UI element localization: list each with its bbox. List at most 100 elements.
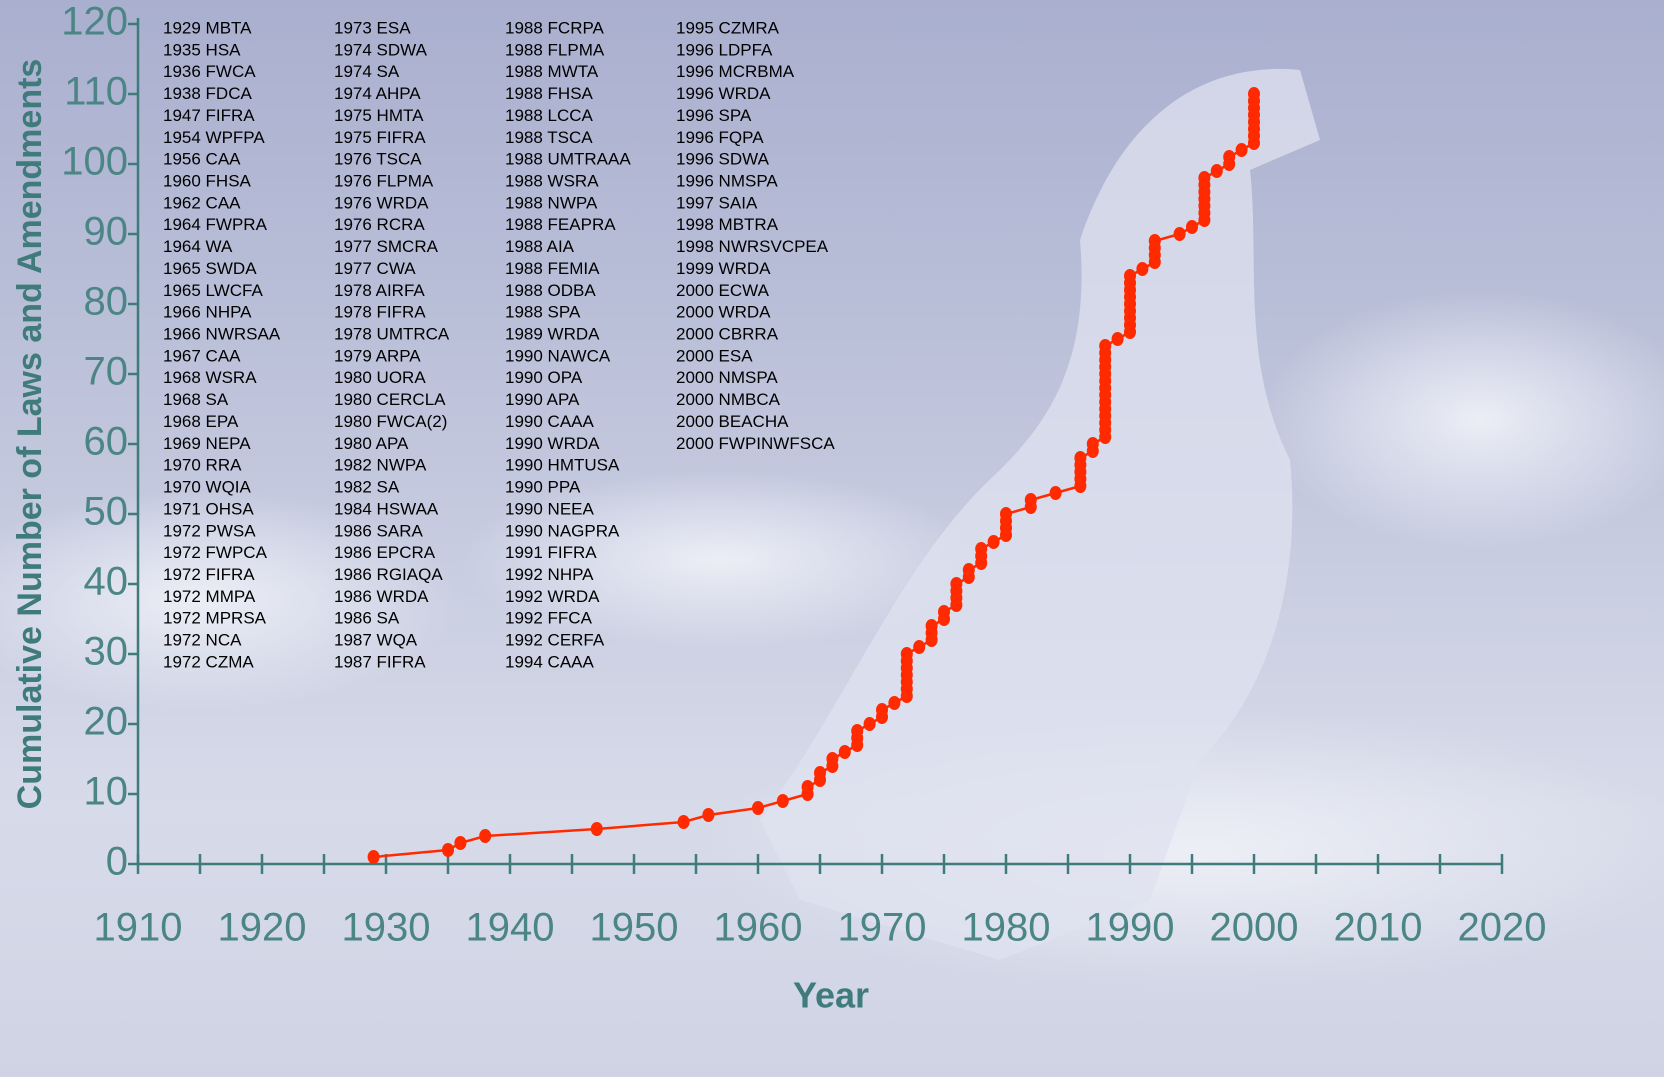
data-point — [1136, 262, 1149, 276]
law-entry: 1954 WPFPA — [163, 128, 265, 147]
law-entry: 1969 NEPA — [163, 434, 251, 453]
law-entry: 1977 SMCRA — [334, 237, 439, 256]
y-tick-label: 120 — [61, 0, 128, 44]
data-point — [1198, 171, 1211, 185]
law-entry: 1988 FCRPA — [505, 18, 605, 37]
law-entry: 1982 NWPA — [334, 456, 427, 475]
law-entry: 1998 NWRSVCPEA — [676, 237, 829, 256]
data-point — [838, 745, 851, 759]
y-tick-label: 100 — [61, 140, 128, 184]
data-point — [1124, 269, 1136, 283]
x-tick-label: 2010 — [1334, 906, 1423, 950]
law-entry: 1974 SA — [334, 62, 400, 81]
law-entry: 1968 WSRA — [163, 368, 257, 387]
law-entry: 1992 CERFA — [505, 631, 605, 650]
law-entry: 1962 CAA — [163, 193, 241, 212]
law-entry: 1988 FLPMA — [505, 40, 605, 59]
law-entry: 1960 FHSA — [163, 172, 252, 191]
law-entry: 1988 ODBA — [505, 281, 596, 300]
y-tick-label: 50 — [84, 490, 129, 534]
law-entry: 1965 LWCFA — [163, 281, 264, 300]
law-entry: 1987 WQA — [334, 631, 418, 650]
data-point — [776, 794, 789, 808]
law-entry: 1988 UMTRAAA — [505, 150, 631, 169]
law-entry: 1996 LDPFA — [676, 40, 773, 59]
data-point — [962, 563, 975, 577]
x-tick-label: 1980 — [962, 906, 1051, 950]
law-entry: 1936 FWCA — [163, 62, 256, 81]
law-entry: 2000 WRDA — [676, 303, 771, 322]
law-entry: 1976 FLPMA — [334, 172, 434, 191]
law-entry: 2000 NMBCA — [676, 390, 781, 409]
data-point — [454, 836, 467, 850]
y-tick-label: 70 — [84, 350, 129, 394]
law-entry: 1986 WRDA — [334, 587, 429, 606]
data-point — [987, 535, 1000, 549]
law-entry: 1990 NAWCA — [505, 346, 611, 365]
law-entry: 1975 FIFRA — [334, 128, 426, 147]
law-entry: 1976 RCRA — [334, 215, 425, 234]
data-point — [1235, 143, 1248, 157]
law-entry: 1974 AHPA — [334, 84, 421, 103]
law-entry: 2000 ESA — [676, 346, 753, 365]
x-tick-label: 1920 — [218, 906, 307, 950]
x-tick-label: 1940 — [466, 906, 555, 950]
law-entry: 2000 FWPINWFSCA — [676, 434, 835, 453]
data-point — [938, 605, 950, 619]
data-point — [1223, 150, 1236, 164]
law-entry: 1986 SA — [334, 609, 400, 628]
y-axis-label: Cumulative Number of Laws and Amendments — [11, 59, 49, 810]
data-point — [1099, 339, 1112, 353]
law-entry: 1947 FIFRA — [163, 106, 255, 125]
data-point — [851, 724, 864, 738]
law-entry: 1996 FQPA — [676, 128, 764, 147]
law-entry: 1972 CZMA — [163, 652, 254, 671]
x-tick-label: 2000 — [1210, 906, 1299, 950]
law-entry: 1965 SWDA — [163, 259, 257, 278]
law-entry: 1976 WRDA — [334, 193, 429, 212]
data-point — [975, 542, 988, 556]
x-tick-label: 1950 — [590, 906, 679, 950]
law-entry: 1988 MWTA — [505, 62, 599, 81]
law-entry: 1990 OPA — [505, 368, 583, 387]
law-entry: 1996 NMSPA — [676, 172, 778, 191]
x-tick-label: 1990 — [1086, 906, 1175, 950]
law-entry: 1968 SA — [163, 390, 229, 409]
law-entry: 1990 NAGPRA — [505, 521, 620, 540]
data-point — [863, 717, 876, 731]
law-entry: 2000 CBRRA — [676, 325, 779, 344]
law-entry: 1980 UORA — [334, 368, 426, 387]
data-point — [1000, 507, 1012, 521]
data-point — [801, 780, 814, 794]
data-point — [479, 829, 492, 843]
law-entry: 1972 NCA — [163, 631, 242, 650]
law-entry: 1988 FHSA — [505, 84, 594, 103]
data-point — [1186, 220, 1198, 234]
data-point — [1049, 486, 1062, 500]
law-entry: 1988 WSRA — [505, 172, 599, 191]
law-entry: 1978 UMTRCA — [334, 325, 450, 344]
law-entry: 1973 ESA — [334, 18, 411, 37]
law-entry: 1987 FIFRA — [334, 652, 426, 671]
law-entry: 2000 BEACHA — [676, 412, 789, 431]
data-point — [1248, 87, 1260, 101]
data-point — [1074, 451, 1087, 465]
data-point — [677, 815, 690, 829]
law-entry: 1988 TSCA — [505, 128, 593, 147]
law-entry: 1967 CAA — [163, 346, 241, 365]
law-entry: 1977 CWA — [334, 259, 416, 278]
y-tick-label: 10 — [84, 770, 129, 814]
law-entry: 1982 SA — [334, 478, 400, 497]
x-tick-label: 2020 — [1458, 906, 1547, 950]
law-entry: 1974 SDWA — [334, 40, 428, 59]
background-clouds — [0, 68, 1664, 990]
law-entry: 1992 WRDA — [505, 587, 600, 606]
law-entry: 1972 MPRSA — [163, 609, 267, 628]
law-entry: 1994 CAAA — [505, 652, 594, 671]
x-tick-label: 1930 — [342, 906, 431, 950]
data-point — [876, 703, 888, 717]
law-entry: 1988 SPA — [505, 303, 581, 322]
law-entry: 1970 WQIA — [163, 478, 252, 497]
y-tick-label: 90 — [84, 210, 129, 254]
